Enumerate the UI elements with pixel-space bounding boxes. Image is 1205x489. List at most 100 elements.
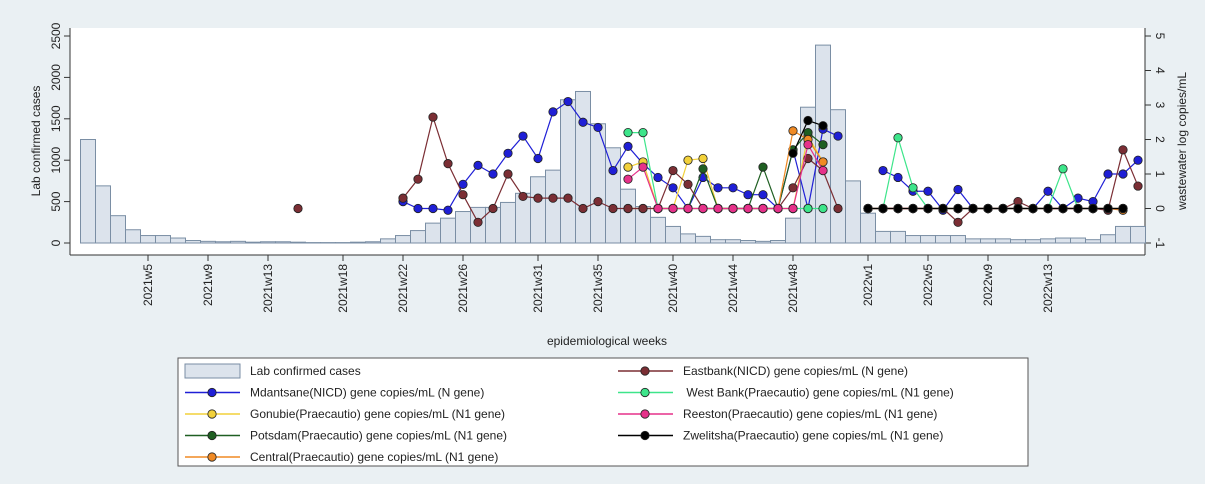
legend-label: Eastbank(NICD) gene copies/mL (N gene) bbox=[683, 364, 908, 378]
marker bbox=[1134, 182, 1142, 190]
marker bbox=[1044, 204, 1052, 212]
bar bbox=[666, 226, 681, 243]
marker bbox=[699, 204, 707, 212]
y-tick-label: 500 bbox=[49, 191, 63, 211]
y2-tick-label: 1 bbox=[1153, 171, 1167, 178]
bar bbox=[351, 242, 366, 243]
y2-tick-label: 5 bbox=[1153, 33, 1167, 40]
bar bbox=[261, 242, 276, 243]
marker bbox=[654, 173, 662, 181]
marker bbox=[789, 204, 797, 212]
marker bbox=[654, 204, 662, 212]
bar bbox=[141, 236, 156, 243]
x-tick-label: 2021w26 bbox=[456, 264, 470, 313]
marker bbox=[1119, 204, 1127, 212]
marker bbox=[744, 191, 752, 199]
marker bbox=[594, 123, 602, 131]
bar bbox=[366, 242, 381, 243]
bar bbox=[786, 218, 801, 243]
bar bbox=[231, 241, 246, 243]
bar bbox=[201, 241, 216, 243]
bar bbox=[81, 140, 96, 244]
marker bbox=[594, 197, 602, 205]
marker bbox=[624, 163, 632, 171]
bar bbox=[891, 231, 906, 243]
x-tick-label: 2021w9 bbox=[201, 264, 215, 306]
bar bbox=[546, 170, 561, 243]
marker bbox=[504, 170, 512, 178]
x-tick-label: 2022w5 bbox=[921, 264, 935, 306]
marker bbox=[1134, 156, 1142, 164]
marker bbox=[474, 218, 482, 226]
marker bbox=[939, 204, 947, 212]
marker bbox=[624, 175, 632, 183]
bar bbox=[411, 231, 426, 243]
marker bbox=[789, 127, 797, 135]
marker bbox=[624, 204, 632, 212]
bar bbox=[96, 186, 111, 243]
bar bbox=[456, 212, 471, 243]
marker bbox=[564, 97, 572, 105]
bar bbox=[981, 239, 996, 243]
marker bbox=[444, 159, 452, 167]
marker bbox=[459, 191, 467, 199]
marker bbox=[699, 165, 707, 173]
marker bbox=[804, 116, 812, 124]
marker bbox=[519, 132, 527, 140]
marker bbox=[444, 206, 452, 214]
marker bbox=[789, 149, 797, 157]
bar bbox=[951, 236, 966, 243]
marker bbox=[924, 204, 932, 212]
marker bbox=[714, 184, 722, 192]
marker bbox=[834, 204, 842, 212]
bar bbox=[876, 231, 891, 243]
marker bbox=[1104, 204, 1112, 212]
y2-tick-label: -1 bbox=[1153, 238, 1167, 249]
marker bbox=[894, 173, 902, 181]
marker bbox=[1119, 170, 1127, 178]
marker bbox=[669, 204, 677, 212]
marker bbox=[729, 184, 737, 192]
marker bbox=[429, 113, 437, 121]
legend-label: Potsdam(Praecautio) gene copies/mL (N1 g… bbox=[250, 429, 507, 443]
marker bbox=[804, 140, 812, 148]
marker bbox=[564, 194, 572, 202]
x-tick-label: 2021w48 bbox=[786, 264, 800, 313]
y2-tick-label: 3 bbox=[1153, 102, 1167, 109]
marker bbox=[1044, 187, 1052, 195]
bar bbox=[396, 236, 411, 243]
marker bbox=[744, 204, 752, 212]
y-tick-label: 1500 bbox=[49, 105, 63, 132]
marker bbox=[609, 204, 617, 212]
marker bbox=[1104, 170, 1112, 178]
marker bbox=[549, 194, 557, 202]
bar bbox=[756, 241, 771, 243]
x-tick-label: 2021w31 bbox=[531, 264, 545, 313]
marker bbox=[414, 204, 422, 212]
marker bbox=[624, 142, 632, 150]
marker bbox=[534, 154, 542, 162]
y-tick-label: 2500 bbox=[49, 22, 63, 49]
marker bbox=[819, 140, 827, 148]
bar bbox=[1086, 240, 1101, 243]
bar bbox=[621, 189, 636, 243]
marker bbox=[759, 163, 767, 171]
legend-marker bbox=[208, 388, 216, 396]
marker bbox=[429, 204, 437, 212]
marker bbox=[909, 184, 917, 192]
marker bbox=[879, 166, 887, 174]
bar bbox=[996, 239, 1011, 243]
bar bbox=[216, 242, 231, 243]
legend-marker bbox=[641, 431, 649, 439]
marker bbox=[1029, 204, 1037, 212]
x-tick-label: 2021w35 bbox=[591, 264, 605, 313]
marker bbox=[729, 204, 737, 212]
marker bbox=[879, 204, 887, 212]
marker bbox=[909, 204, 917, 212]
marker bbox=[834, 132, 842, 140]
x-tick-label: 2022w1 bbox=[861, 264, 875, 306]
bar bbox=[441, 218, 456, 243]
bar bbox=[1011, 240, 1026, 243]
